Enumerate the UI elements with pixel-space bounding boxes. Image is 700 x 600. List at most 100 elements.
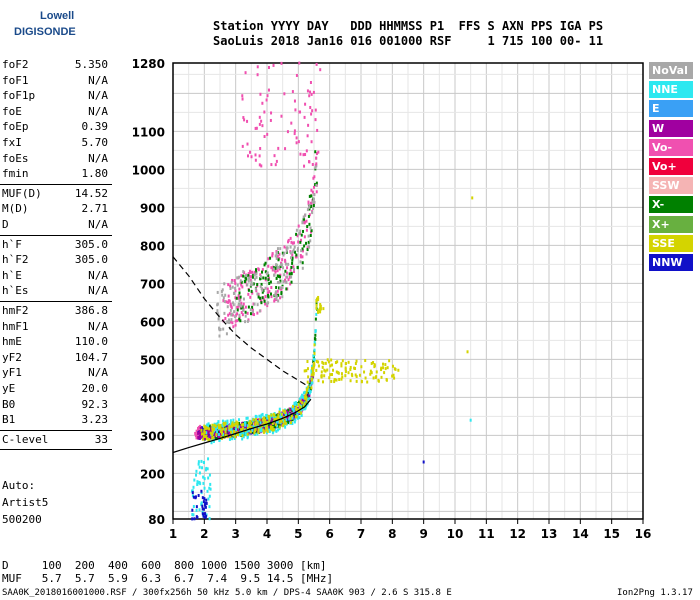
echo-point — [251, 290, 253, 293]
echo-point — [204, 487, 206, 490]
echo-point — [228, 318, 230, 321]
echo-point — [279, 247, 281, 250]
echo-point — [199, 508, 201, 511]
param-name: yE — [2, 382, 15, 395]
echo-point — [206, 502, 208, 505]
echo-point — [257, 303, 259, 306]
param-value: N/A — [88, 74, 108, 87]
echo-point — [203, 461, 205, 464]
echo-point — [198, 494, 200, 497]
echo-point — [259, 310, 261, 313]
echo-point — [311, 211, 313, 214]
echo-point — [373, 376, 375, 379]
y-tick-label: 80 — [148, 513, 165, 527]
echo-point — [200, 490, 202, 493]
echo-point — [234, 315, 236, 318]
param-row: h`EN/A — [2, 269, 108, 284]
param-row: hmE110.0 — [2, 335, 108, 350]
param-name: foE — [2, 105, 22, 118]
echo-point — [304, 103, 306, 106]
echo-point — [200, 429, 202, 432]
echo-point — [306, 391, 308, 394]
echo-point — [270, 286, 272, 289]
echo-point — [278, 258, 280, 261]
echo-point — [255, 428, 257, 431]
param-value: 3.23 — [82, 413, 109, 426]
echo-point — [245, 274, 247, 277]
echo-point — [333, 378, 335, 381]
echo-point — [326, 369, 328, 372]
echo-point — [226, 332, 228, 335]
echo-point — [241, 285, 243, 288]
echo-point — [260, 120, 262, 123]
echo-point — [296, 74, 298, 77]
legend-item-sse: SSE — [649, 235, 693, 252]
echo-point — [251, 271, 253, 274]
echo-point — [320, 375, 322, 378]
echo-point — [285, 287, 287, 290]
echo-point — [233, 303, 235, 306]
echo-point — [262, 276, 264, 279]
echo-point — [254, 273, 256, 276]
echo-point — [211, 433, 213, 436]
echo-point — [298, 140, 300, 143]
echo-point — [275, 430, 277, 433]
echo-point — [351, 373, 353, 376]
echo-point — [242, 275, 244, 278]
param-row: hmF1N/A — [2, 320, 108, 335]
echo-point — [315, 162, 317, 165]
echo-point — [273, 268, 275, 271]
echo-point — [275, 254, 277, 257]
echo-point — [252, 418, 254, 421]
param-value: 5.350 — [75, 58, 108, 71]
echo-point — [285, 263, 287, 266]
echo-point — [332, 369, 334, 372]
echo-point — [208, 427, 210, 430]
echo-point — [248, 306, 250, 309]
legend-item-nnw: NNW — [649, 254, 693, 271]
param-row: fmin1.80 — [2, 167, 108, 182]
echo-point — [263, 111, 265, 114]
echo-point — [196, 505, 198, 508]
echo-point — [316, 63, 318, 66]
echo-point — [270, 427, 272, 430]
echo-point — [266, 98, 268, 101]
echo-point — [257, 65, 259, 68]
param-name: foF1 — [2, 74, 29, 87]
param-value: 20.0 — [82, 382, 109, 395]
echo-point — [202, 438, 204, 441]
echo-point — [202, 512, 204, 515]
echo-point — [223, 282, 225, 285]
echo-point — [231, 425, 233, 428]
echo-point — [198, 426, 200, 429]
echo-point — [270, 414, 272, 417]
echo-point — [291, 281, 293, 284]
echo-point — [260, 421, 262, 424]
param-row: fxI5.70 — [2, 136, 108, 151]
echo-point — [291, 272, 293, 275]
echo-point — [276, 160, 278, 163]
echo-point — [201, 466, 203, 469]
echo-point — [385, 367, 387, 370]
x-tick-label: 9 — [419, 527, 427, 541]
echo-point — [218, 439, 220, 442]
echo-point — [211, 437, 213, 440]
x-tick-label: 13 — [541, 527, 558, 541]
echo-point — [322, 362, 324, 365]
echo-point — [218, 327, 220, 330]
echo-point — [315, 369, 317, 372]
echo-point — [238, 314, 240, 317]
param-name: C-level — [2, 433, 48, 446]
echo-point — [217, 291, 219, 294]
echo-point — [255, 159, 257, 162]
echo-point — [267, 265, 269, 268]
echo-point — [292, 90, 294, 93]
echo-point — [204, 477, 206, 480]
echo-point — [329, 373, 331, 376]
echo-point — [295, 253, 297, 256]
echo-point — [267, 430, 269, 433]
auto-line3: 500200 — [2, 513, 42, 526]
echo-point — [281, 258, 283, 261]
echo-point — [299, 230, 301, 233]
echo-point — [340, 378, 342, 381]
